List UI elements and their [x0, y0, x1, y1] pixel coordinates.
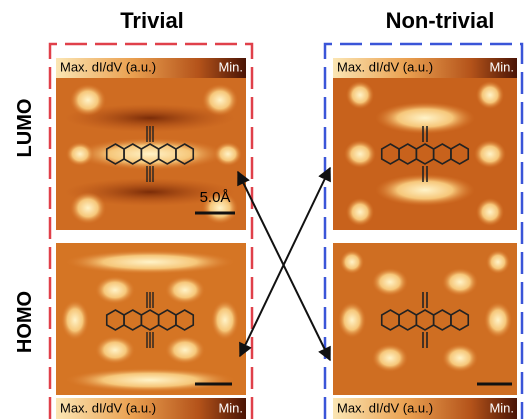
colorbar: Max. dI/dV (a.u.) Min.: [333, 58, 517, 78]
colorbar-min: Min.: [218, 59, 243, 74]
colorbar-min: Min.: [218, 400, 243, 415]
scale-bar-label: 5.0Å: [200, 189, 231, 206]
colorbar-min: Min.: [489, 59, 514, 74]
colorbar: Max. dI/dV (a.u.) Min.: [56, 398, 246, 419]
colorbar: Max. dI/dV (a.u.) Min.: [56, 58, 246, 78]
row-label: LUMO: [14, 99, 36, 158]
stm-image: [333, 78, 517, 230]
colorbar-max: Max. dI/dV (a.u.): [60, 59, 156, 74]
arrow: [240, 168, 330, 356]
column-title: Non-trivial: [386, 8, 495, 33]
stm-image: [56, 243, 246, 395]
row-label: HOMO: [14, 291, 36, 353]
colorbar-max: Max. dI/dV (a.u.): [60, 400, 156, 415]
column-title: Trivial: [120, 8, 184, 33]
colorbar: Max. dI/dV (a.u.) Min.: [333, 398, 517, 419]
stm-image: [333, 243, 517, 395]
figure: Trivial Non-trivial LUMO HOMO Max. dI/dV…: [0, 0, 525, 419]
colorbar-max: Max. dI/dV (a.u.): [337, 59, 433, 74]
colorbar-max: Max. dI/dV (a.u.): [337, 400, 433, 415]
colorbar-min: Min.: [489, 400, 514, 415]
stm-image: 5.0Å: [56, 78, 246, 230]
